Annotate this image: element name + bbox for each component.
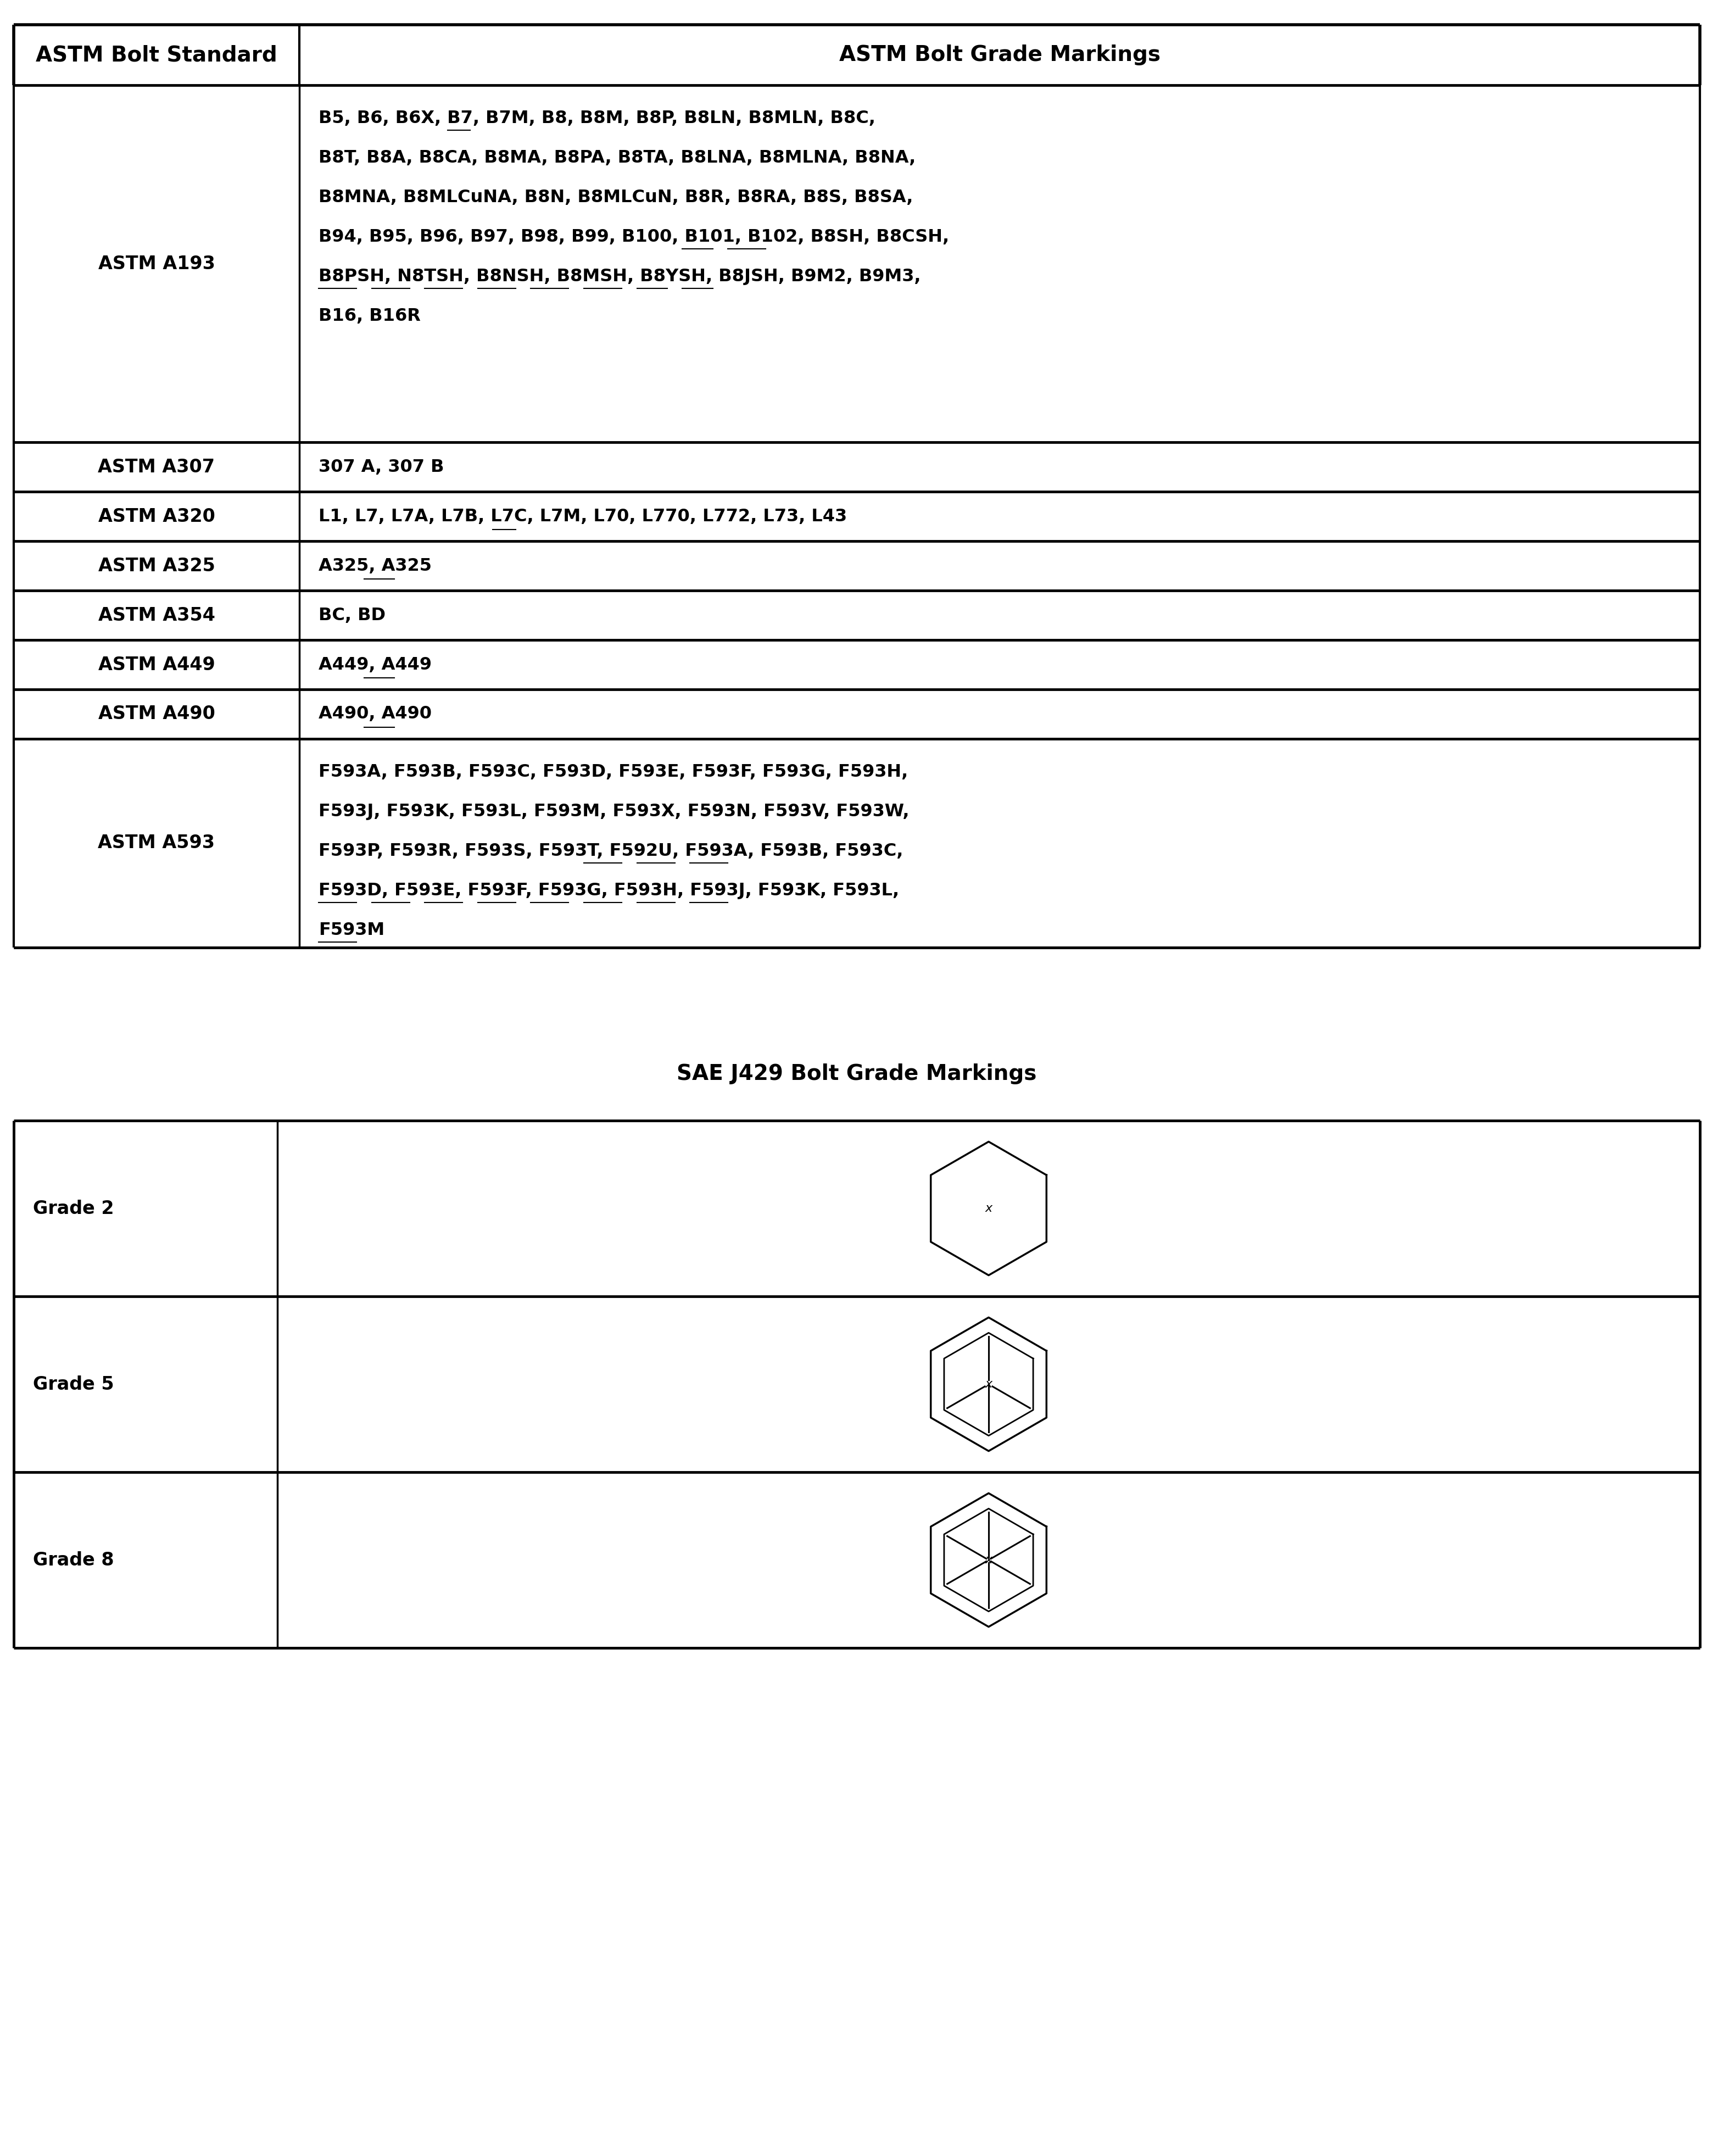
Text: B94, B95, B96, B97, B98, B99, B100, B101, B102, B8SH, B8CSH,: B94, B95, B96, B97, B98, B99, B100, B101… <box>318 229 949 246</box>
Text: B8MNA, B8MLCuNA, B8N, B8MLCuN, B8R, B8RA, B8S, B8SA,: B8MNA, B8MLCuNA, B8N, B8MLCuN, B8R, B8RA… <box>318 190 913 207</box>
Text: ASTM A354: ASTM A354 <box>99 606 214 625</box>
Text: Grade 8: Grade 8 <box>33 1550 114 1570</box>
Text: ASTM Bolt Standard: ASTM Bolt Standard <box>36 45 277 65</box>
Text: F593D, F593E, F593F, F593G, F593H, F593J, F593K, F593L,: F593D, F593E, F593F, F593G, F593H, F593J… <box>318 882 899 899</box>
Text: x: x <box>986 1378 992 1391</box>
Text: F593J, F593K, F593L, F593M, F593X, F593N, F593V, F593W,: F593J, F593K, F593L, F593M, F593X, F593N… <box>318 802 909 819</box>
Text: ASTM A325: ASTM A325 <box>99 556 214 576</box>
Text: ASTM A320: ASTM A320 <box>99 507 214 526</box>
Text: A449, A449: A449, A449 <box>318 655 432 673</box>
Text: 307 A, 307 B: 307 A, 307 B <box>318 459 444 476</box>
Text: B16, B16R: B16, B16R <box>318 308 420 326</box>
Text: ASTM A490: ASTM A490 <box>99 705 214 722</box>
Text: B8T, B8A, B8CA, B8MA, B8PA, B8TA, B8LNA, B8MLNA, B8NA,: B8T, B8A, B8CA, B8MA, B8PA, B8TA, B8LNA,… <box>318 149 916 166</box>
Text: A325, A325: A325, A325 <box>318 556 432 573</box>
Text: F593P, F593R, F593S, F593T, F592U, F593A, F593B, F593C,: F593P, F593R, F593S, F593T, F592U, F593A… <box>318 843 903 860</box>
Text: B8PSH, N8TSH, B8NSH, B8MSH, B8YSH, B8JSH, B9M2, B9M3,: B8PSH, N8TSH, B8NSH, B8MSH, B8YSH, B8JSH… <box>318 267 922 285</box>
Text: BC, BD: BC, BD <box>318 606 386 623</box>
Text: ASTM A193: ASTM A193 <box>99 254 214 272</box>
Text: L1, L7, L7A, L7B, L7C, L7M, L70, L770, L772, L73, L43: L1, L7, L7A, L7B, L7C, L7M, L70, L770, L… <box>318 509 847 524</box>
Text: Grade 2: Grade 2 <box>33 1199 114 1218</box>
Text: A490, A490: A490, A490 <box>318 705 432 722</box>
Text: F593A, F593B, F593C, F593D, F593E, F593F, F593G, F593H,: F593A, F593B, F593C, F593D, F593E, F593F… <box>318 763 908 780</box>
Text: ASTM A593: ASTM A593 <box>99 834 214 852</box>
Text: Grade 5: Grade 5 <box>33 1376 114 1393</box>
Text: ASTM A307: ASTM A307 <box>99 457 214 476</box>
Text: B5, B6, B6X, B7, B7M, B8, B8M, B8P, B8LN, B8MLN, B8C,: B5, B6, B6X, B7, B7M, B8, B8M, B8P, B8LN… <box>318 110 875 127</box>
Text: x: x <box>986 1203 992 1214</box>
Text: x: x <box>986 1554 992 1565</box>
Text: F593M: F593M <box>318 923 384 938</box>
Text: ASTM A449: ASTM A449 <box>99 655 214 673</box>
Text: ASTM Bolt Grade Markings: ASTM Bolt Grade Markings <box>839 45 1160 65</box>
Text: SAE J429 Bolt Grade Markings: SAE J429 Bolt Grade Markings <box>676 1063 1037 1084</box>
